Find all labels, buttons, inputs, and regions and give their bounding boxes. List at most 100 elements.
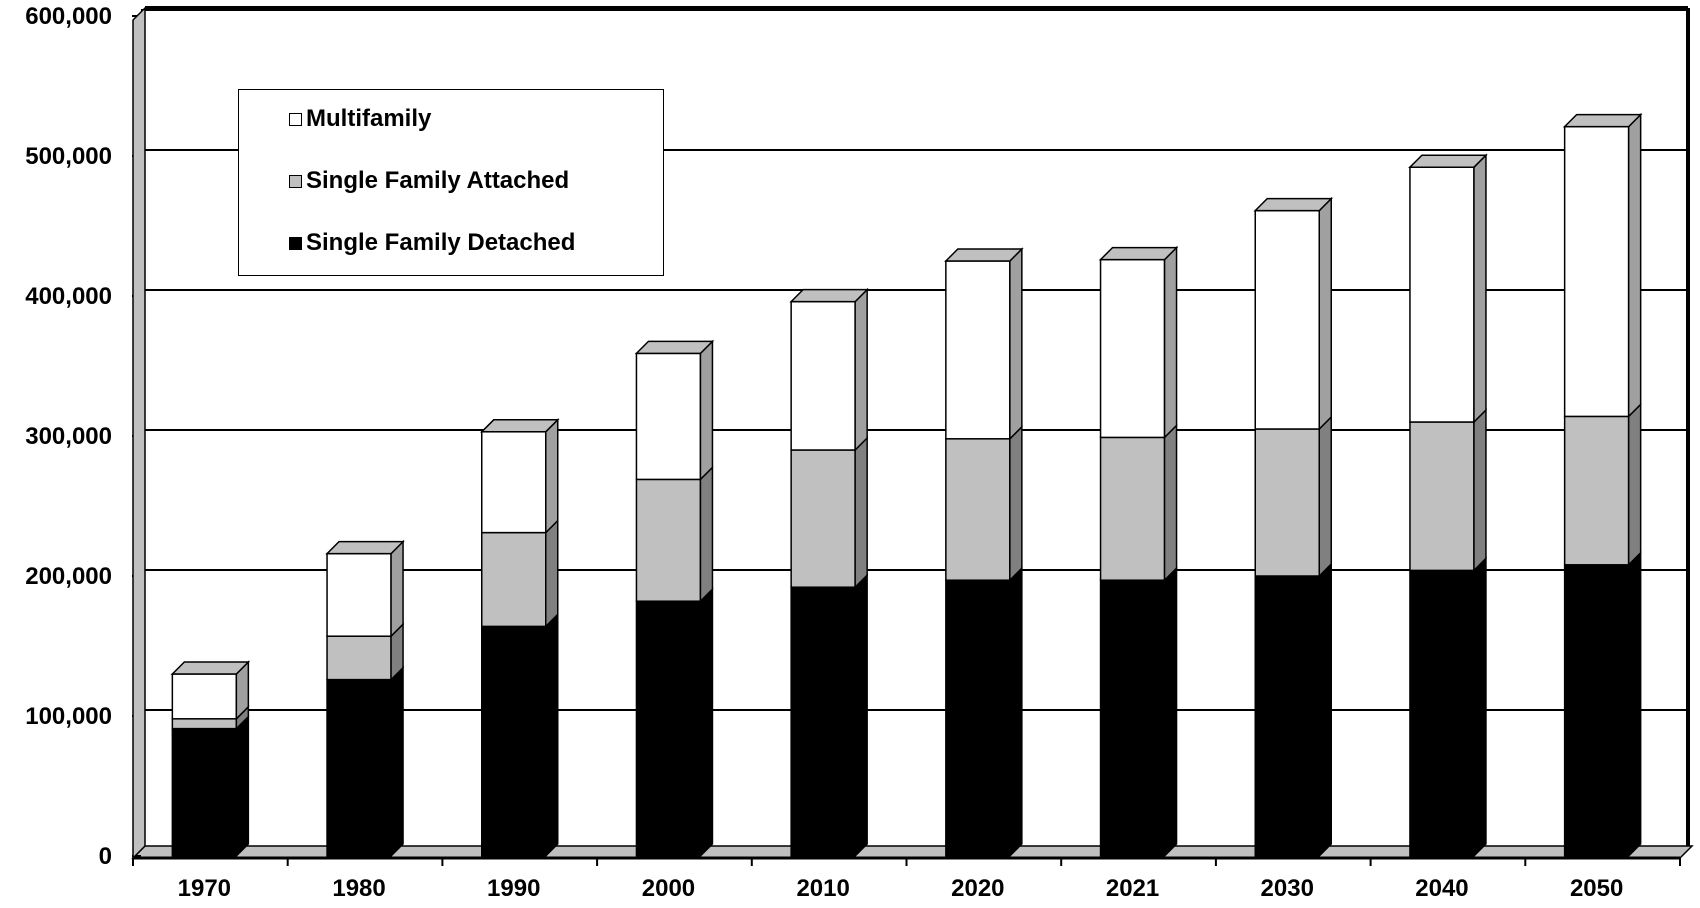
bar-stack-2010	[789, 287, 869, 858]
bar-side-multifamily	[390, 539, 404, 639]
bar-stack-2030	[1253, 196, 1334, 858]
bar-stack-2000	[634, 339, 715, 858]
bar-stack-1970	[170, 660, 251, 858]
bar-side-single-family-attached	[1473, 408, 1487, 573]
x-tick-label: 2040	[1415, 875, 1468, 902]
bar-segment-single-family-detached	[171, 727, 238, 857]
bar-segment-multifamily	[790, 300, 856, 451]
bar-top	[170, 661, 251, 675]
x-tick-label: 2021	[1106, 875, 1159, 902]
y-tick-label: 100,000	[25, 703, 112, 730]
bar-segment-single-family-detached	[481, 625, 547, 857]
bar-segment-multifamily	[1254, 209, 1320, 430]
bar-segment-multifamily	[1409, 166, 1475, 423]
bar-stack-2020	[944, 247, 1024, 858]
bar-segment-multifamily	[171, 673, 238, 720]
bar-segment-single-family-attached	[790, 449, 856, 588]
bar-stack-2050	[1562, 112, 1643, 858]
bar-stack-1980	[325, 539, 405, 858]
bar-stack-2040	[1408, 153, 1488, 858]
bar-segment-multifamily	[1099, 258, 1166, 439]
bar-segment-single-family-attached	[1563, 415, 1630, 566]
x-tick-label: 1980	[332, 875, 385, 902]
legend-item-multifamily: Multifamily	[289, 104, 431, 134]
legend-item-single-family-detached: Single Family Detached	[289, 228, 575, 258]
bar-side-single-family-detached	[235, 714, 250, 858]
legend-swatch-single-family-detached	[289, 236, 302, 250]
y-tick-label: 0	[99, 843, 112, 870]
x-tick-label: 2010	[796, 875, 849, 902]
bar-side-multifamily	[1473, 153, 1487, 424]
bar-side-single-family-attached	[699, 465, 714, 604]
bar-side-single-family-detached	[390, 665, 404, 858]
legend-label-single-family-detached: Single Family Detached	[306, 229, 576, 256]
bar-side-multifamily	[545, 417, 559, 535]
bar-side-single-family-detached	[854, 573, 868, 858]
y-axis-wall	[132, 6, 146, 860]
bar-side-single-family-detached	[699, 587, 714, 858]
bar-segment-multifamily	[1563, 125, 1630, 418]
bar-side-single-family-detached	[1627, 550, 1642, 858]
bar-segment-single-family-detached	[1563, 564, 1630, 857]
x-tick-label: 2050	[1570, 875, 1623, 902]
bar-top	[789, 288, 869, 303]
bar-side-single-family-detached	[545, 612, 559, 858]
bar-top	[1253, 197, 1334, 212]
y-tick-label: 200,000	[25, 563, 112, 590]
bar-segment-single-family-detached	[945, 579, 1011, 857]
bar-side-single-family-attached	[1627, 402, 1642, 567]
bar-top	[479, 419, 560, 433]
bar-side-single-family-detached	[1318, 562, 1332, 858]
bar-side-single-family-detached	[1473, 556, 1487, 858]
bar-side-multifamily	[854, 287, 868, 452]
bar-top	[1562, 113, 1643, 128]
bar-segment-single-family-attached	[1409, 421, 1475, 572]
y-tick-label: 500,000	[25, 143, 112, 170]
bar-side-multifamily	[1318, 196, 1332, 431]
bar-top	[944, 248, 1024, 262]
bar-segment-single-family-attached	[945, 438, 1011, 581]
bar-top	[1408, 154, 1488, 168]
y-tick-label: 300,000	[25, 423, 112, 450]
x-tick-label: 1970	[178, 875, 231, 902]
legend-swatch-multifamily	[289, 112, 302, 126]
bar-segment-single-family-detached	[1099, 579, 1166, 857]
bar-side-multifamily	[1163, 245, 1178, 440]
x-tick-label: 1990	[487, 875, 540, 902]
x-tick-label: 2020	[951, 875, 1004, 902]
bar-segment-single-family-attached	[171, 718, 238, 730]
bar-segment-single-family-detached	[790, 586, 856, 857]
bar-segment-single-family-detached	[1254, 575, 1320, 857]
bar-segment-multifamily	[481, 431, 547, 534]
bar-stack-2021	[1098, 245, 1179, 858]
bar-side-single-family-detached	[1163, 566, 1178, 858]
x-tick-labels: 1970 1980 1990 2000 2010 2020 2021 2030 2040 2050	[178, 875, 1624, 902]
bar-segment-single-family-detached	[1409, 569, 1475, 857]
bar-side-multifamily	[1627, 112, 1642, 419]
legend-label-multifamily: Multifamily	[306, 105, 432, 132]
bar-side-single-family-attached	[854, 436, 868, 590]
bar-top	[1098, 246, 1179, 261]
bar-segment-single-family-detached	[635, 600, 702, 857]
bar-segment-single-family-attached	[1254, 428, 1320, 577]
x-tick-label: 2000	[642, 875, 695, 902]
bar-side-single-family-detached	[1009, 566, 1023, 858]
bars	[170, 112, 1643, 858]
bar-side-single-family-attached	[545, 518, 559, 629]
bar-side-multifamily	[699, 339, 714, 482]
bar-side-single-family-attached	[1318, 415, 1332, 578]
bar-segment-multifamily	[945, 260, 1011, 440]
y-tick-label: 400,000	[25, 283, 112, 310]
legend-label-single-family-attached: Single Family Attached	[306, 167, 570, 194]
legend: Single Family Detached Single Family Att…	[238, 89, 664, 276]
bar-stack-1990	[479, 417, 560, 858]
bar-top	[325, 540, 405, 555]
bar-segment-single-family-detached	[326, 678, 392, 857]
y-tick-label: 600,000	[25, 3, 112, 30]
axes	[132, 6, 1690, 866]
x-tick-label: 2030	[1261, 875, 1314, 902]
bar-segment-multifamily	[635, 352, 702, 481]
bar-side-single-family-attached	[1163, 423, 1178, 583]
